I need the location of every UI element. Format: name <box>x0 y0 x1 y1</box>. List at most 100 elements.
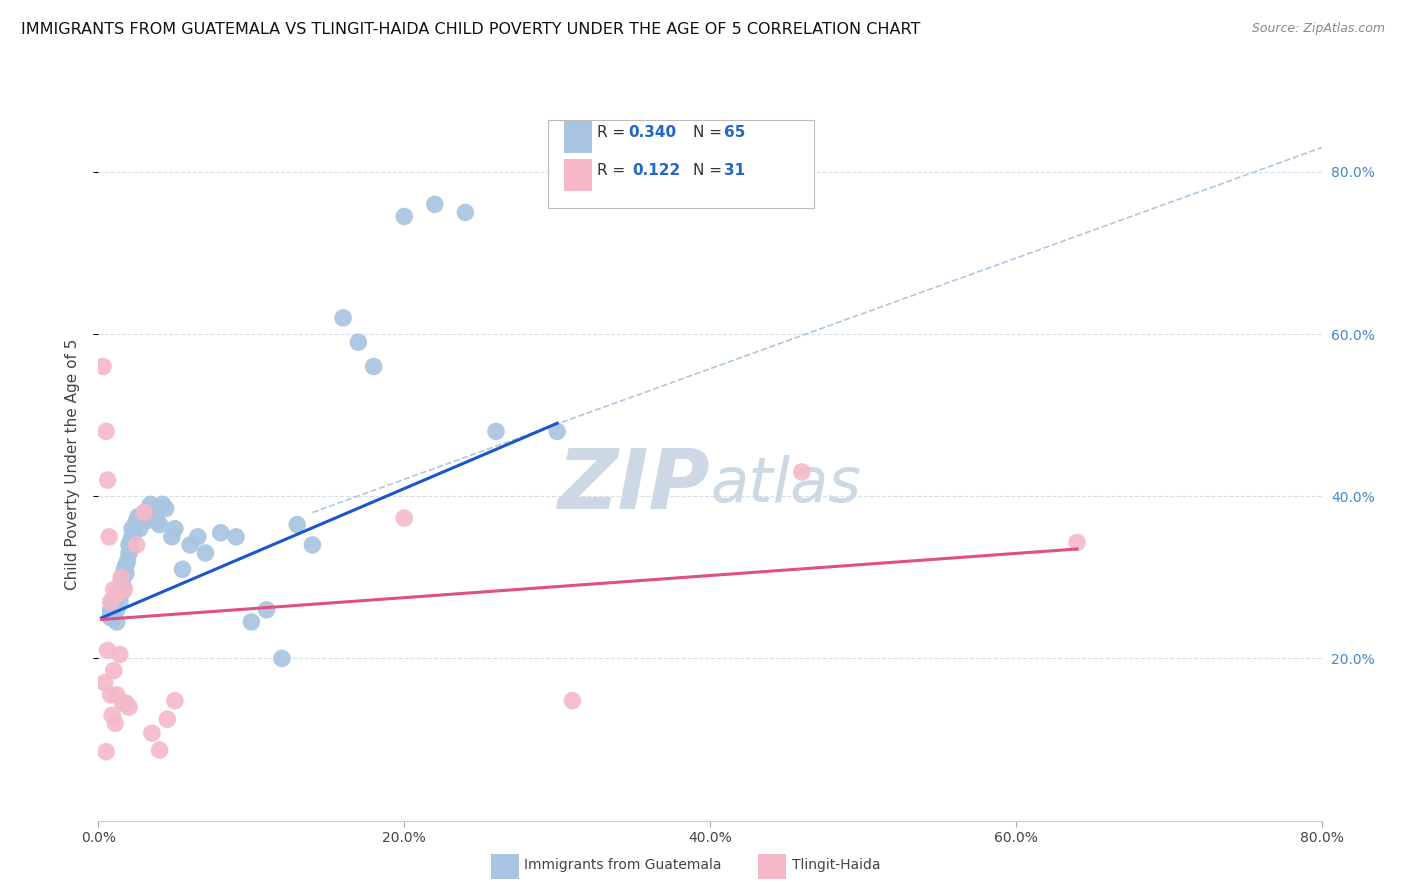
Point <box>100 595 122 609</box>
Point <box>142 509 165 524</box>
Point <box>301 538 323 552</box>
Point <box>485 425 508 439</box>
Point <box>139 497 162 511</box>
Text: 65: 65 <box>724 126 745 140</box>
Text: 0.340: 0.340 <box>628 126 676 140</box>
Point <box>141 506 163 520</box>
Text: N =: N = <box>693 163 727 178</box>
Point <box>270 651 292 665</box>
Point <box>179 538 201 552</box>
Point <box>128 522 150 536</box>
Point <box>125 514 148 528</box>
Point <box>790 465 813 479</box>
Point <box>194 546 217 560</box>
Point <box>100 607 122 621</box>
Text: Source: ZipAtlas.com: Source: ZipAtlas.com <box>1251 22 1385 36</box>
Point <box>332 310 354 325</box>
Point <box>125 538 148 552</box>
Point <box>108 595 131 609</box>
Point <box>118 700 141 714</box>
Point <box>103 595 125 609</box>
Point <box>98 530 121 544</box>
Point <box>187 530 209 544</box>
Point <box>118 538 141 552</box>
Point <box>138 501 160 516</box>
Point <box>120 533 142 548</box>
Point <box>105 603 128 617</box>
Point <box>141 726 163 740</box>
Point <box>155 501 177 516</box>
Point <box>93 675 115 690</box>
Point <box>103 611 125 625</box>
Point <box>97 643 120 657</box>
Point <box>108 582 131 597</box>
Text: Tlingit-Haida: Tlingit-Haida <box>792 858 880 872</box>
Point <box>363 359 385 374</box>
Point <box>104 591 127 605</box>
Point <box>112 582 135 597</box>
Point <box>104 716 127 731</box>
Point <box>163 522 186 536</box>
Point <box>561 693 583 707</box>
Y-axis label: Child Poverty Under the Age of 5: Child Poverty Under the Age of 5 <box>65 338 80 590</box>
Point <box>100 611 122 625</box>
Point <box>129 514 152 528</box>
Text: R =: R = <box>598 126 630 140</box>
Point <box>124 517 146 532</box>
Point <box>115 558 138 573</box>
Text: R =: R = <box>598 163 636 178</box>
Point <box>122 525 145 540</box>
Point <box>1066 535 1088 549</box>
Point <box>107 586 129 600</box>
Point <box>110 570 132 584</box>
Point <box>100 688 122 702</box>
Point <box>105 688 128 702</box>
Point <box>135 509 157 524</box>
Point <box>285 517 308 532</box>
Point <box>145 514 167 528</box>
Text: atlas: atlas <box>710 455 860 516</box>
Point <box>111 570 134 584</box>
Point <box>105 615 128 629</box>
Point <box>112 562 135 576</box>
Point <box>163 693 186 707</box>
Point <box>121 530 143 544</box>
Point <box>152 497 174 511</box>
Point <box>94 425 117 439</box>
Point <box>100 603 122 617</box>
Text: Immigrants from Guatemala: Immigrants from Guatemala <box>524 858 721 872</box>
Point <box>136 514 159 528</box>
Point <box>91 359 114 374</box>
Point <box>225 530 247 544</box>
Point <box>149 743 172 757</box>
Point <box>121 522 143 536</box>
Point <box>101 708 124 723</box>
Point <box>240 615 263 629</box>
Text: 0.122: 0.122 <box>633 163 681 178</box>
Point <box>108 648 131 662</box>
Point <box>111 578 134 592</box>
Point <box>94 745 117 759</box>
Point <box>115 696 138 710</box>
Point <box>172 562 194 576</box>
Point <box>111 696 134 710</box>
Text: N =: N = <box>693 126 727 140</box>
Point <box>110 574 132 589</box>
Point <box>117 554 139 568</box>
Text: 31: 31 <box>724 163 745 178</box>
Point <box>118 546 141 560</box>
Point <box>256 603 278 617</box>
Point <box>107 586 129 600</box>
Text: IMMIGRANTS FROM GUATEMALA VS TLINGIT-HAIDA CHILD POVERTY UNDER THE AGE OF 5 CORR: IMMIGRANTS FROM GUATEMALA VS TLINGIT-HAI… <box>21 22 921 37</box>
Point <box>347 335 370 350</box>
Point <box>156 712 179 726</box>
Point <box>103 582 125 597</box>
Point <box>423 197 446 211</box>
Text: ZIP: ZIP <box>557 445 710 525</box>
Point <box>160 530 183 544</box>
Point <box>97 473 120 487</box>
Point <box>115 566 138 581</box>
Point <box>134 506 156 520</box>
Point <box>120 541 142 556</box>
Point <box>132 509 155 524</box>
